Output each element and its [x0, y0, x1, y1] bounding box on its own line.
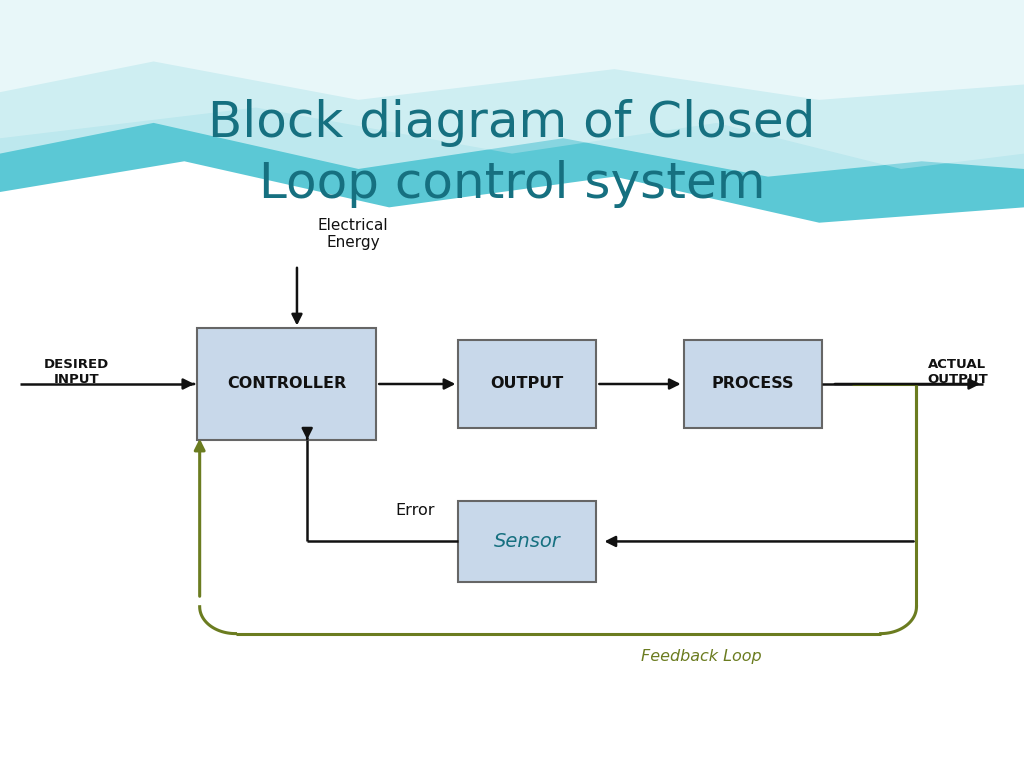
Text: CONTROLLER: CONTROLLER [227, 376, 346, 392]
Text: DESIRED
INPUT: DESIRED INPUT [44, 359, 110, 386]
Polygon shape [0, 0, 1024, 169]
FancyBboxPatch shape [198, 329, 377, 439]
Text: OUTPUT: OUTPUT [490, 376, 564, 392]
Text: Feedback Loop: Feedback Loop [641, 649, 762, 664]
Text: ACTUAL
OUTPUT: ACTUAL OUTPUT [927, 359, 988, 386]
Polygon shape [0, 0, 1024, 177]
FancyBboxPatch shape [684, 340, 821, 429]
FancyBboxPatch shape [459, 502, 596, 582]
Text: Block diagram of Closed
Loop control system: Block diagram of Closed Loop control sys… [208, 99, 816, 208]
Text: Electrical
Energy: Electrical Energy [318, 218, 388, 250]
Text: Error: Error [395, 503, 434, 518]
FancyBboxPatch shape [459, 340, 596, 429]
Polygon shape [0, 0, 1024, 100]
Text: PROCESS: PROCESS [712, 376, 794, 392]
Polygon shape [0, 0, 1024, 223]
Text: Sensor: Sensor [494, 532, 561, 551]
